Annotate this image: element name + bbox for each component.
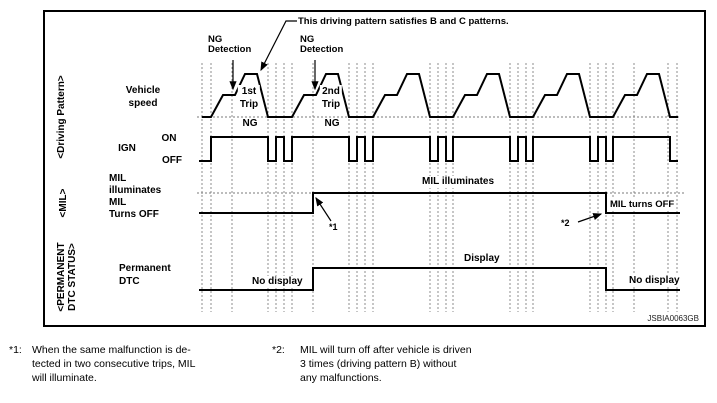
trip-2-label: 2nd Trip: [319, 85, 343, 111]
footnote-2-line3: any malfunctions.: [300, 372, 382, 384]
ng-detection-1-line1: NG: [208, 34, 223, 45]
footnote-1-marker: *1:: [9, 344, 22, 356]
display-label: Display: [462, 253, 502, 265]
arrows: [229, 20, 603, 223]
mil-states-line2: illuminates: [109, 185, 162, 196]
callout-text: This driving pattern satisfies B and C p…: [298, 16, 509, 27]
footnote-1-line2: tected in two consecutive trips, MIL: [32, 358, 196, 370]
footnote-2-text: MIL will turn off after vehicle is drive…: [300, 343, 472, 385]
ign-off-label: OFF: [162, 155, 182, 166]
section-label-permanent-dtc-status: <PERMANENT DTC STATUS>: [56, 242, 78, 311]
section-label-mil: <MIL>: [58, 188, 69, 218]
mil-states-line3: MIL: [109, 197, 127, 208]
ign-on-label: ON: [161, 133, 177, 144]
footnote-2-line1: MIL will turn off after vehicle is drive…: [300, 344, 472, 356]
section-label-permanent-dtc-line1: <PERMANENT: [56, 242, 67, 312]
vehicle-speed-waveform: [202, 73, 678, 118]
mil-turns-off-label: MIL turns OFF: [608, 199, 677, 211]
trip-1-line2: Trip: [239, 99, 259, 110]
footnote-1-line1: When the same malfunction is de-: [32, 344, 191, 356]
ng-detection-1-line2: Detection: [208, 44, 252, 55]
no-display-left-label: No display: [250, 276, 305, 288]
footnote-2-marker: *2:: [272, 344, 285, 356]
footnote-1-text: When the same malfunction is de- tected …: [32, 343, 195, 385]
ng-detection-2-line1: NG: [300, 34, 315, 45]
trip-1-line1: 1st: [241, 86, 257, 97]
ng-detection-1-label: NG Detection: [208, 35, 251, 55]
diagram-border: [43, 10, 706, 327]
vehicle-speed-line1: Vehicle: [125, 85, 161, 96]
trip-1-result-label: NG: [240, 118, 260, 130]
permanent-dtc-line2: DTC: [119, 275, 140, 287]
vehicle-speed-line2: speed: [128, 98, 158, 109]
ng-detection-2-label: NG Detection: [300, 35, 343, 55]
row-label-permanent-dtc: Permanent DTC: [119, 263, 171, 288]
permanent-dtc-waveform: [199, 267, 680, 291]
permanent-dtc-line1: Permanent: [119, 263, 171, 274]
section-label-driving-pattern: <Driving Pattern>: [56, 75, 67, 159]
mil-states-line4: Turns OFF: [109, 209, 159, 220]
section-label-permanent-dtc-line2: DTC STATUS>: [67, 243, 78, 311]
row-label-ign: IGN: [118, 143, 136, 154]
footnote-2-line2: 3 times (driving pattern B) without: [300, 358, 457, 370]
mil-states-line1: MIL: [109, 173, 127, 184]
waveforms: [199, 73, 680, 291]
no-display-right-label: No display: [627, 275, 682, 287]
row-label-vehicle-speed: Vehicle speed: [126, 84, 160, 110]
trip-1-label: 1st Trip: [237, 85, 261, 111]
ng-detection-2-line2: Detection: [300, 44, 344, 55]
callout-arrow: [260, 20, 297, 72]
mil-illuminates-label: MIL illuminates: [420, 176, 497, 188]
star2-arrow: [577, 213, 603, 223]
row-label-mil-states: MIL illuminates MIL Turns OFF: [109, 173, 161, 221]
figure-code: JSBIA0063GB: [647, 314, 699, 323]
star1-arrow: [315, 196, 332, 222]
trip-2-line1: 2nd: [322, 86, 340, 97]
trip-2-result-label: NG: [322, 118, 342, 130]
footnote-1-line3: will illuminate.: [32, 372, 97, 384]
star2-ref-label: *2: [561, 218, 570, 228]
ign-waveform: [199, 136, 678, 162]
trip-2-line2: Trip: [321, 99, 341, 110]
star1-ref-label: *1: [329, 222, 338, 232]
mil-waveform: [199, 192, 680, 214]
